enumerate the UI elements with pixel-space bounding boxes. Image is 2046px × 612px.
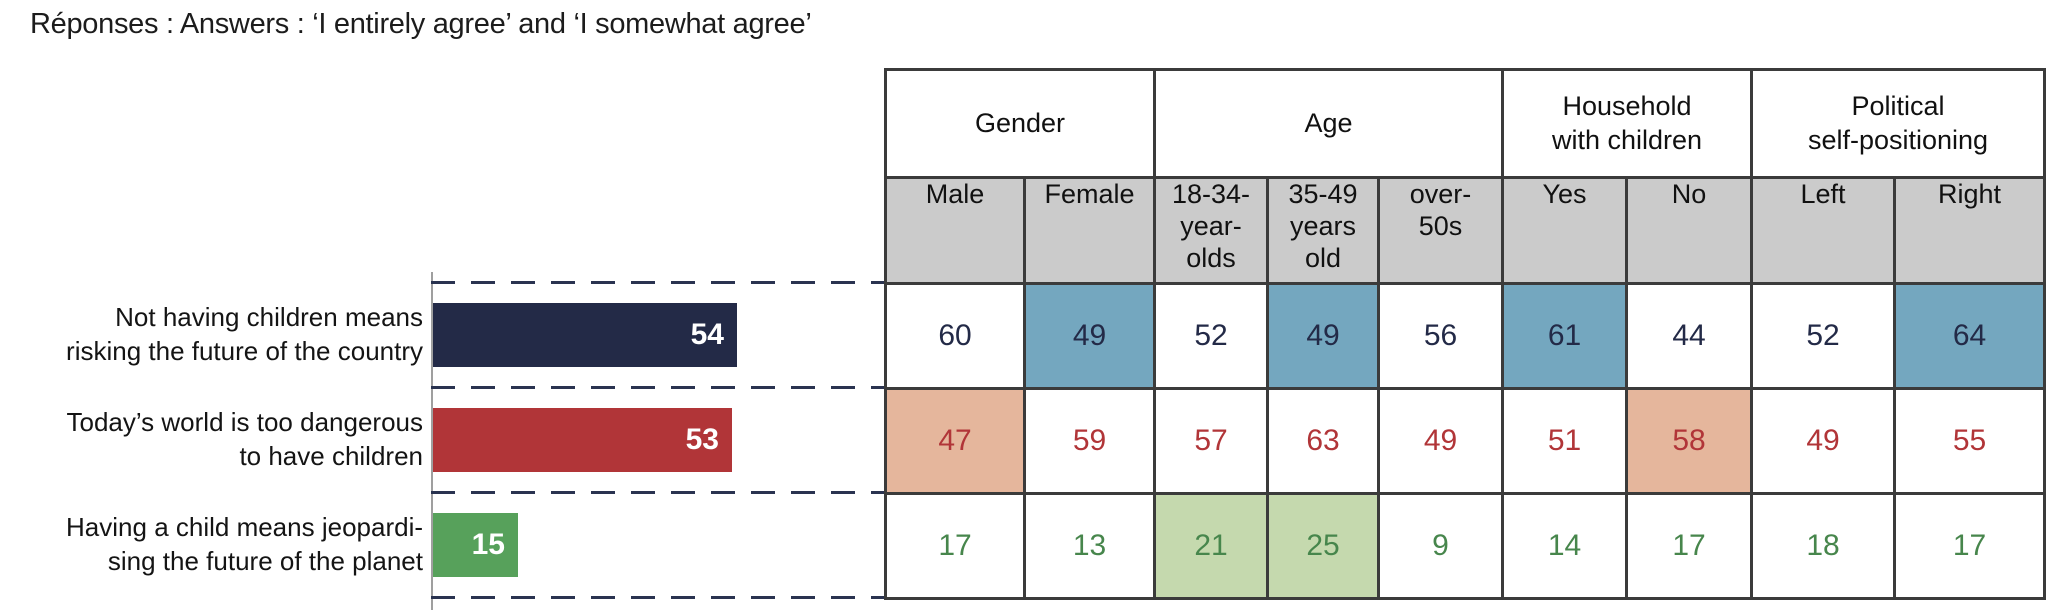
column-header-cell: over- 50s [1377, 176, 1504, 285]
table-cell: 47 [884, 387, 1026, 495]
table-cell: 57 [1153, 387, 1269, 495]
column-header-cell: Male [884, 176, 1026, 285]
chart-row: Not having children means risking the fu… [0, 282, 884, 387]
table-cell: 63 [1266, 387, 1380, 495]
column-header-cell: Yes [1501, 176, 1628, 285]
table-cell: 44 [1624, 282, 1754, 390]
table-cell: 51 [1501, 387, 1628, 495]
dashed-separator [431, 386, 884, 389]
table-cell: 60 [884, 282, 1026, 390]
chart-row: Having a child means jeopardi- sing the … [0, 492, 884, 597]
group-header-cell: Age [1153, 68, 1504, 179]
column-header-cell: Right [1893, 176, 2046, 285]
table-cell: 59 [1023, 387, 1156, 495]
table-cell: 25 [1266, 492, 1380, 600]
column-header-cell: Left [1750, 176, 1897, 285]
table-cell: 61 [1501, 282, 1628, 390]
table-cell: 18 [1750, 492, 1897, 600]
table-cell: 56 [1377, 282, 1504, 390]
group-header-cell: Gender [884, 68, 1156, 179]
table-cell: 49 [1023, 282, 1156, 390]
bar-value-label: 54 [690, 317, 724, 351]
table-cell: 21 [1153, 492, 1269, 600]
group-header-cell: Household with children [1500, 68, 1754, 179]
table-cell: 13 [1023, 492, 1156, 600]
group-header-cell: Political self-positioning [1750, 68, 2046, 179]
dashed-separator [431, 281, 884, 284]
column-header-cell: 35-49 years old [1266, 176, 1380, 285]
table-cell: 49 [1377, 387, 1504, 495]
table-cell: 49 [1750, 387, 1897, 495]
bar-category-label: Having a child means jeopardi- sing the … [66, 512, 423, 576]
demographic-breakdown-table: Gender Age Household with children Politica… [884, 68, 2046, 600]
bar-category-label: Today’s world is too dangerous to have c… [66, 407, 423, 471]
table-cell: 58 [1624, 387, 1754, 495]
table-cell: 55 [1893, 387, 2046, 495]
table-cell: 14 [1501, 492, 1628, 600]
dashed-separator [431, 491, 884, 494]
table-row: 60 49 52 49 56 61 44 52 64 [884, 282, 2046, 390]
bar: 54 [433, 302, 737, 367]
table-cell: 52 [1153, 282, 1269, 390]
column-header-cell: No [1624, 176, 1754, 285]
bar-value-label: 15 [471, 527, 505, 561]
column-header-cell: Female [1023, 176, 1156, 285]
table-row: 17 13 21 25 9 14 17 18 17 [884, 492, 2046, 600]
column-header-cell: 18-34- year- olds [1153, 176, 1269, 285]
chart-axis-line [431, 272, 433, 610]
table-cell: 17 [1893, 492, 2046, 600]
chart-row: Today’s world is too dangerous to have c… [0, 387, 884, 492]
table-row: 47 59 57 63 49 51 58 49 55 [884, 387, 2046, 495]
table-cell: 17 [1624, 492, 1754, 600]
table-cell: 52 [1750, 282, 1897, 390]
table-cell: 49 [1266, 282, 1380, 390]
figure-title: Réponses : Answers : ‘I entirely agree’ … [30, 8, 812, 40]
bar-value-label: 53 [685, 422, 719, 456]
table-cell: 17 [884, 492, 1026, 600]
dashed-separator [431, 596, 884, 599]
table-cell: 64 [1893, 282, 2046, 390]
bar: 53 [433, 407, 732, 472]
bar: 15 [433, 512, 518, 577]
bar-category-label: Not having children means risking the fu… [66, 302, 423, 366]
table-cell: 9 [1377, 492, 1504, 600]
